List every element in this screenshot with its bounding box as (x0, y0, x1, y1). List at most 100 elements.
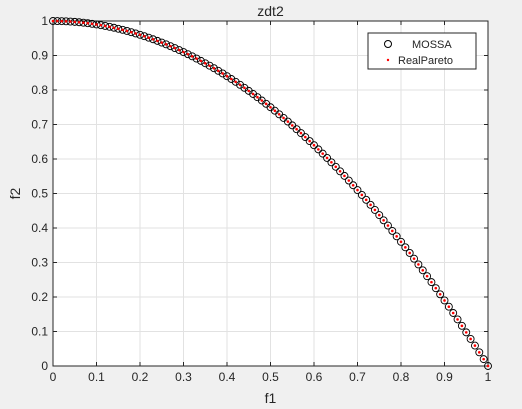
realpareto-point (199, 59, 203, 63)
y-tick-label: 0.3 (31, 256, 48, 270)
realpareto-point (95, 23, 98, 26)
mossa-point (318, 149, 327, 158)
mossa-point (353, 186, 362, 195)
realpareto-point (177, 48, 181, 52)
realpareto-point (186, 52, 190, 56)
mossa-point (388, 226, 397, 235)
mossa-point (162, 40, 171, 49)
realpareto-point (456, 318, 459, 321)
mossa-point (179, 48, 188, 56)
x-tick-label: 0.1 (88, 370, 105, 384)
realpareto-point (82, 21, 85, 24)
chart-title: zdt2 (257, 3, 284, 19)
realpareto-point (147, 36, 150, 39)
mossa-point (292, 125, 301, 134)
mossa-point (384, 221, 392, 230)
y-tick-label: 0.4 (31, 221, 48, 235)
mossa-point (370, 205, 379, 214)
realpareto-point (408, 251, 412, 255)
y-tick-label: 0.5 (31, 187, 48, 201)
mossa-point (340, 171, 349, 180)
realpareto-point (356, 188, 359, 192)
mossa-point (379, 216, 388, 225)
x-tick-label: 0.2 (132, 370, 149, 384)
realpareto-point (247, 89, 251, 93)
realpareto-point (121, 28, 124, 32)
realpareto-point (286, 120, 290, 123)
realpareto-point (90, 22, 94, 26)
mossa-point (314, 145, 323, 154)
realpareto-point (69, 20, 72, 23)
mossa-point (344, 176, 353, 185)
realpareto-point (377, 213, 381, 217)
mossa-point (349, 181, 358, 190)
mossa-point (297, 129, 305, 138)
realpareto-point (282, 116, 285, 120)
realpareto-point (325, 156, 329, 160)
realpareto-point (225, 74, 229, 78)
realpareto-point (217, 69, 220, 73)
mossa-point (440, 296, 449, 305)
realpareto-point (203, 61, 207, 65)
x-tick-label: 0.6 (306, 370, 323, 384)
mossa-point (453, 315, 462, 324)
realpareto-point (103, 24, 107, 28)
mossa-point (214, 66, 223, 75)
legend: MOSSA RealPareto (367, 32, 477, 70)
realpareto-point (404, 246, 407, 249)
x-tick-label: 0 (50, 370, 57, 384)
legend-label-mossa: MOSSA (412, 39, 452, 51)
realpareto-point (295, 127, 298, 131)
realpareto-point (421, 268, 425, 272)
realpareto-point (64, 20, 68, 23)
realpareto-point (299, 131, 303, 135)
mossa-point (484, 362, 492, 370)
realpareto-point (125, 29, 129, 33)
realpareto-point (430, 280, 433, 284)
y-tick-label: 0.1 (31, 325, 48, 339)
mossa-point (466, 335, 475, 343)
mossa-point (418, 266, 427, 275)
mossa-point (153, 36, 162, 45)
realpareto-point (351, 183, 355, 187)
mossa-point (475, 348, 484, 357)
mossa-point (157, 38, 166, 47)
realpareto-point (269, 105, 272, 109)
x-tick-label: 1 (485, 370, 492, 384)
mossa-point (201, 59, 210, 68)
mossa-point (196, 56, 205, 65)
realpareto-point (460, 324, 464, 328)
realpareto-point (447, 305, 451, 308)
realpareto-point (312, 143, 316, 147)
series-realpareto (51, 19, 490, 368)
mossa-point (118, 25, 127, 34)
realpareto-point (60, 19, 63, 23)
realpareto-point (486, 364, 490, 368)
series-mossa (49, 17, 492, 370)
mossa-point (114, 24, 123, 33)
mossa-point (362, 195, 371, 204)
realpareto-point (234, 80, 237, 84)
realpareto-point (482, 357, 485, 361)
realpareto-point (56, 19, 59, 23)
realpareto-point (195, 57, 198, 60)
data-series (49, 17, 492, 370)
realpareto-point (86, 21, 90, 25)
realpareto-point (190, 55, 194, 58)
y-tick-label: 0 (41, 359, 48, 373)
mossa-point (449, 309, 458, 317)
realpareto-point (260, 99, 264, 102)
mossa-point (401, 243, 410, 252)
mossa-point (127, 28, 136, 37)
realpareto-point (221, 72, 224, 75)
realpareto-point (338, 169, 342, 173)
mossa-point (149, 35, 158, 44)
realpareto-point (99, 23, 103, 27)
mossa-point (366, 200, 375, 209)
y-tick-label: 0.6 (31, 152, 48, 166)
realpareto-point (143, 34, 146, 38)
mossa-point (431, 284, 440, 293)
realpareto-point (134, 32, 137, 35)
mossa-point (331, 162, 340, 171)
